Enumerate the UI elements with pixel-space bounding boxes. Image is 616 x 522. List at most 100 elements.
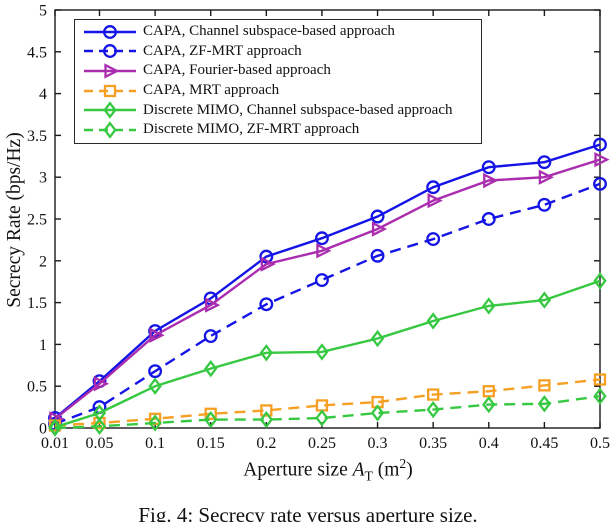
legend-sample-svg-capa-zf-mrt: [84, 44, 136, 59]
diamond-marker: [103, 101, 117, 119]
legend-item-capa-zf-mrt: CAPA, ZF-MRT approach: [75, 42, 481, 62]
y-tick-label: 4: [39, 86, 47, 103]
diamond-marker: [426, 400, 440, 419]
triangle-right-marker: [260, 256, 276, 272]
x-tick-label: 0.3: [368, 435, 388, 452]
legend-label: CAPA, MRT approach: [143, 82, 280, 99]
triangle-right-marker: [93, 376, 110, 392]
x-tick-label: 0.1: [145, 435, 165, 452]
y-tick-label: 5: [39, 3, 47, 20]
legend-line-sample-mimo-zf-mrt: [83, 121, 137, 139]
diamond-marker: [315, 343, 329, 361]
diamond-marker: [259, 410, 273, 429]
circle-marker: [103, 24, 117, 39]
y-tick-label: 1: [39, 337, 47, 354]
y-tick-label: 4.5: [27, 44, 47, 61]
y-tick-label: 0.5: [27, 379, 47, 396]
x-axis-label-variable: A: [352, 459, 365, 481]
legend-line-sample-capa-zf-mrt: [83, 42, 137, 60]
legend-item-mimo-zf-mrt: Discrete MIMO, ZF-MRT approach: [75, 120, 481, 140]
series-capa-mrt: [48, 373, 607, 432]
circle-marker: [314, 273, 329, 287]
figure-caption: Fig. 4: Secrecy rate versus aperture siz…: [138, 503, 478, 522]
square-marker: [260, 404, 273, 417]
y-tick-label: 2.5: [27, 212, 47, 229]
circle-marker: [537, 155, 552, 170]
legend-label: CAPA, Channel subspace-based approach: [143, 23, 395, 40]
x-axis-label-unit: (m: [372, 459, 400, 481]
x-tick-label: 0.35: [419, 435, 447, 452]
x-tick-label: 0.05: [85, 435, 113, 452]
x-axis-label-text: Aperture size: [243, 459, 353, 481]
series-mimo-zf-mrt: [48, 387, 607, 437]
series-line-capa-mrt: [54, 378, 601, 427]
x-axis-label-exponent: 2: [399, 456, 407, 471]
square-marker: [204, 407, 217, 420]
diamond-marker: [482, 297, 496, 315]
y-tick-label: 3: [39, 170, 47, 187]
diamond-marker: [370, 404, 385, 422]
x-tick-label: 0.01: [41, 435, 69, 452]
circle-marker: [426, 232, 441, 247]
diamond-marker: [593, 387, 607, 405]
legend-item-mimo-channel-subspace: Discrete MIMO, Channel subspace-based ap…: [75, 100, 481, 120]
triangle-right-marker: [371, 221, 388, 237]
y-tick-label: 3.5: [27, 128, 47, 145]
legend-sample-svg-capa-channel-subspace: [84, 24, 136, 39]
legend-item-capa-channel-subspace: CAPA, Channel subspace-based approach: [75, 22, 481, 42]
series-capa-zf-mrt: [48, 176, 607, 431]
legend-label: Discrete MIMO, Channel subspace-based ap…: [143, 101, 453, 118]
legend: CAPA, Channel subspace-based approach CA…: [74, 19, 482, 144]
circle-marker: [537, 197, 552, 212]
legend-sample-svg-capa-fourier: [84, 63, 136, 79]
diamond-marker: [92, 417, 107, 436]
x-tick-label: 0.15: [197, 435, 225, 452]
circle-marker: [481, 160, 496, 175]
diamond-marker: [259, 344, 273, 362]
y-tick-label: 2: [39, 253, 47, 270]
x-axis-label-subscript: T: [364, 468, 373, 484]
circle-marker: [203, 329, 218, 343]
legend-item-capa-mrt: CAPA, MRT approach: [75, 81, 481, 101]
diamond-marker: [537, 291, 552, 309]
circle-marker: [103, 44, 117, 59]
legend-label: Discrete MIMO, ZF-MRT approach: [143, 121, 360, 138]
square-marker: [538, 379, 551, 392]
legend-sample-svg-capa-mrt: [84, 84, 136, 97]
secrecy-rate-chart: 0.01 0.05 0.1 0.15 0.2 0.25 0.3 0.35 0.4 0.45 0.5 0…: [27, 3, 610, 453]
x-tick-label: 0.5: [590, 435, 610, 452]
legend-line-sample-mimo-channel-subspace: [83, 101, 137, 119]
circle-marker: [593, 137, 607, 152]
circle-marker: [481, 212, 496, 226]
y-axis-label: Secrecy Rate (bps/Hz): [4, 132, 25, 308]
legend-line-sample-capa-channel-subspace: [83, 23, 137, 41]
series-capa-fourier: [49, 151, 610, 427]
series-line-capa-fourier: [54, 158, 601, 420]
legend-sample-svg-mimo-channel-subspace: [84, 101, 136, 119]
series-line-mimo-channel-subspace: [54, 279, 601, 429]
circle-marker: [370, 209, 385, 224]
circle-marker: [259, 249, 274, 264]
series-line-mimo-zf-mrt: [54, 395, 601, 430]
diamond-marker: [593, 272, 607, 290]
triangle-right-marker: [104, 63, 120, 79]
legend-line-sample-capa-mrt: [83, 82, 137, 100]
x-tick-label: 0.4: [479, 435, 499, 452]
x-axis-label-unit-close: ): [406, 459, 413, 481]
y-tick-label: 1.5: [27, 295, 47, 312]
square-marker: [593, 373, 607, 386]
triangle-right-marker: [205, 297, 221, 313]
circle-marker: [593, 176, 607, 191]
legend-line-sample-capa-fourier: [83, 62, 137, 80]
triangle-right-marker: [149, 327, 165, 343]
triangle-right-marker: [483, 172, 499, 189]
series-capa-channel-subspace: [48, 137, 607, 425]
diamond-marker: [204, 359, 218, 378]
legend-item-capa-fourier: CAPA, Fourier-based approach: [75, 61, 481, 81]
diamond-marker: [315, 409, 329, 427]
x-tick-label: 0.25: [308, 435, 336, 452]
diamond-marker: [48, 419, 62, 437]
triangle-right-marker: [316, 243, 332, 259]
diamond-marker: [482, 395, 496, 414]
